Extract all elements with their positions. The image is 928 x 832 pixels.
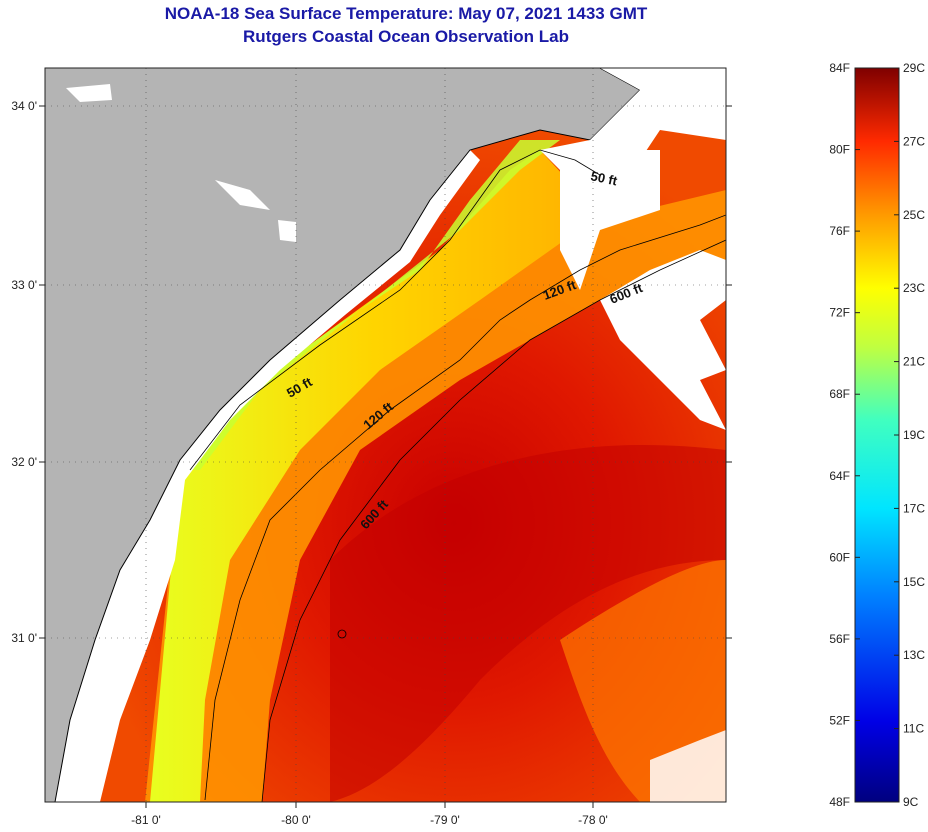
colorbar-f-label: 48F [829,795,850,809]
contour-600ft [261,239,726,802]
cloud-mask-plume [560,150,660,290]
map-subtitle: Rutgers Coastal Ocean Observation Lab [243,27,569,46]
colorbar-celsius-scale: 29C 27C 25C 23C 21C 19C 17C 15C 13C 11C 9C [894,61,925,809]
lat-tick-label: 34 0' [11,99,37,113]
colorbar-c-label: 29C [903,61,925,75]
colorbar-f-label: 64F [829,469,850,483]
map-plot: 50 ft 120 ft 600 ft 50 ft 120 ft 600 ft [45,68,726,802]
inland-water-1 [66,84,112,102]
inner-shelf-water [150,150,600,802]
colorbar-c-label: 15C [903,575,925,589]
colorbar-c-label: 13C [903,648,925,662]
lat-tick-label: 32 0' [11,455,37,469]
contour-50ft [189,149,601,471]
colorbar-f-label: 72F [829,306,850,320]
colorbar-fahrenheit-scale: 84F 80F 76F 72F 68F 64F 60F 56F 52F 48F [829,61,860,809]
colorbar-f-label: 60F [829,550,850,564]
colorbar-f-label: 52F [829,713,850,727]
colorbar-c-label: 11C [903,722,924,736]
gulf-stream-core [330,444,726,802]
graticule [45,68,726,802]
lon-tick-label: -81 0' [131,813,161,827]
station-marker [337,629,347,639]
contour-120ft [204,214,726,801]
lon-tick-label: -79 0' [430,813,460,827]
colorbar-f-label: 68F [829,387,850,401]
colorbar-c-label: 19C [903,428,925,442]
inland-water-3 [278,220,296,242]
cloud-mask-east [600,250,726,430]
land-mass [45,68,640,802]
lon-tick-label: -80 0' [281,813,311,827]
colorbar-c-label: 25C [903,208,925,222]
colorbar-c-label: 17C [903,501,925,515]
nearshore-cool-water [180,140,560,470]
colorbar-f-label: 80F [829,143,850,157]
colorbar-c-label: 27C [903,134,925,148]
cloud-mask-south [650,730,726,802]
colorbar-c-label: 23C [903,281,925,295]
lat-tick-label: 31 0' [11,631,37,645]
colorbar-f-label: 76F [829,224,850,238]
southeast-water [560,560,726,802]
axis-ticks [39,105,732,808]
colorbar-c-label: 9C [903,795,919,809]
colorbar-c-label: 21C [903,355,925,369]
colorbar [854,67,900,803]
lon-tick-label: -78 0' [578,813,608,827]
coastline [54,68,641,802]
colorbar-f-label: 56F [829,632,850,646]
inland-water-2 [215,180,270,210]
map-frame [44,67,727,803]
lat-tick-label: 33 0' [11,278,37,292]
contour-label: 50 ft [589,168,619,188]
coastal-mask-strip [55,150,480,802]
colorbar-f-label: 84F [829,61,850,75]
map-title: NOAA-18 Sea Surface Temperature: May 07,… [164,4,648,23]
